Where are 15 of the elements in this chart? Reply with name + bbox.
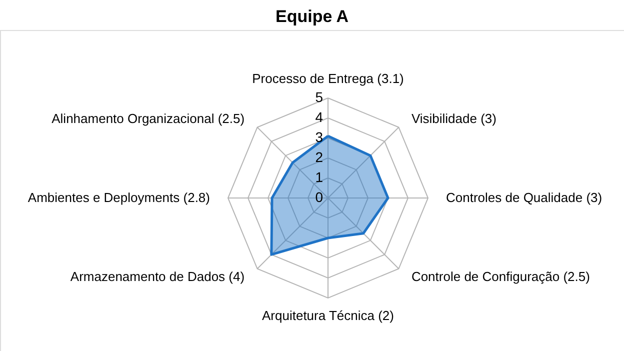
spoke-label: Ambientes e Deployments (2.8)	[28, 190, 210, 205]
y-tick-label: 1	[315, 169, 324, 185]
y-tick-label: 5	[315, 89, 324, 105]
y-tick-label: 4	[315, 109, 324, 125]
spoke-label: Controles de Qualidade (3)	[446, 190, 602, 205]
spoke-label: Controle de Configuração (2.5)	[411, 269, 590, 284]
y-tick-label: 2	[315, 149, 324, 165]
y-tick-label: 3	[315, 129, 324, 145]
spoke-label: Arquitetura Técnica (2)	[262, 308, 394, 323]
chart-title: Equipe A	[275, 7, 349, 26]
y-tick-label: 0	[315, 189, 324, 205]
spoke-label: Armazenamento de Dados (4)	[70, 269, 245, 284]
spoke-label: Visibilidade (3)	[411, 110, 496, 126]
spoke-label: Processo de Entrega (3.1)	[252, 71, 404, 86]
spoke-label: Alinhamento Organizacional (2.5)	[52, 110, 245, 126]
